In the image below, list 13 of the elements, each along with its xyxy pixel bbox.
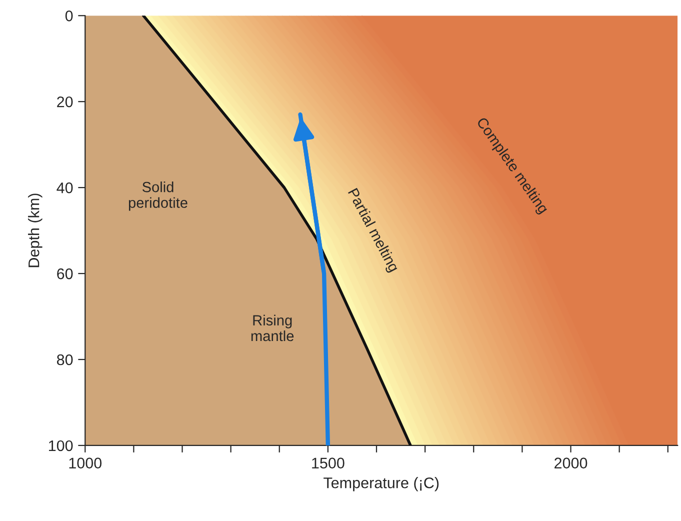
annotation: Rising mantle (251, 314, 294, 342)
x-tick-label: 1500 (312, 458, 344, 468)
y-tick-label: 80 (56, 354, 73, 366)
y-tick-label: 20 (57, 96, 73, 108)
y-axis-title: Depth (km) (28, 194, 42, 268)
y-tick-label: 60 (57, 268, 73, 280)
y-tick-label: 40 (56, 182, 73, 194)
y-tick-label: 0 (65, 10, 73, 22)
x-tick-label: 1000 (69, 458, 102, 468)
x-axis-title: Temperature (¡C) (324, 477, 439, 492)
x-tick-label: 2000 (554, 458, 588, 468)
y-tick-label: 100 (48, 440, 73, 452)
annotation: Solid peridotite (128, 182, 188, 211)
